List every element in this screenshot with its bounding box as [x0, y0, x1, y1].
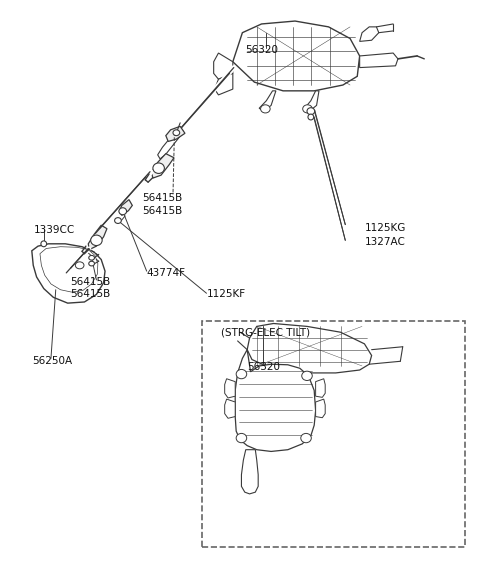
Bar [202, 321, 465, 547]
Ellipse shape [302, 371, 312, 381]
Text: 56415B: 56415B [70, 276, 110, 287]
Ellipse shape [89, 261, 95, 266]
Text: 56320: 56320 [247, 362, 280, 372]
Text: 43774F: 43774F [147, 268, 186, 278]
Text: 1125KG: 1125KG [364, 223, 406, 233]
Text: 56415B: 56415B [142, 194, 182, 203]
Text: 1339CC: 1339CC [34, 226, 75, 236]
Text: 1327AC: 1327AC [364, 237, 405, 247]
Polygon shape [233, 21, 360, 91]
Ellipse shape [307, 108, 315, 115]
Text: 56250A: 56250A [32, 356, 72, 366]
Ellipse shape [115, 217, 121, 223]
Polygon shape [259, 91, 276, 111]
Text: 56320: 56320 [245, 45, 278, 55]
Polygon shape [247, 324, 372, 373]
Text: 56415B: 56415B [70, 289, 110, 299]
Polygon shape [360, 27, 379, 41]
Polygon shape [316, 399, 325, 417]
Ellipse shape [301, 433, 312, 442]
Polygon shape [40, 247, 98, 292]
Polygon shape [241, 449, 258, 494]
Ellipse shape [308, 114, 314, 120]
Polygon shape [215, 73, 233, 95]
Polygon shape [88, 225, 107, 250]
Polygon shape [166, 127, 185, 142]
Polygon shape [235, 350, 316, 451]
Polygon shape [360, 53, 398, 68]
Ellipse shape [75, 262, 84, 269]
Ellipse shape [91, 235, 102, 245]
Polygon shape [214, 53, 233, 79]
Polygon shape [152, 154, 174, 178]
Text: 1125KF: 1125KF [206, 289, 246, 300]
Ellipse shape [41, 241, 47, 247]
Ellipse shape [119, 208, 127, 215]
Ellipse shape [236, 433, 247, 442]
Polygon shape [225, 399, 235, 418]
Polygon shape [225, 379, 235, 398]
Ellipse shape [236, 370, 247, 379]
Polygon shape [157, 128, 183, 159]
Polygon shape [305, 91, 319, 111]
Ellipse shape [153, 163, 164, 173]
Polygon shape [32, 244, 105, 303]
Ellipse shape [303, 105, 312, 113]
Text: (STRG-ELEC TILT): (STRG-ELEC TILT) [221, 327, 310, 337]
Text: 56415B: 56415B [142, 206, 182, 216]
Polygon shape [120, 199, 132, 215]
Ellipse shape [89, 255, 95, 260]
Polygon shape [316, 379, 325, 398]
Ellipse shape [261, 105, 270, 113]
Ellipse shape [173, 130, 180, 136]
